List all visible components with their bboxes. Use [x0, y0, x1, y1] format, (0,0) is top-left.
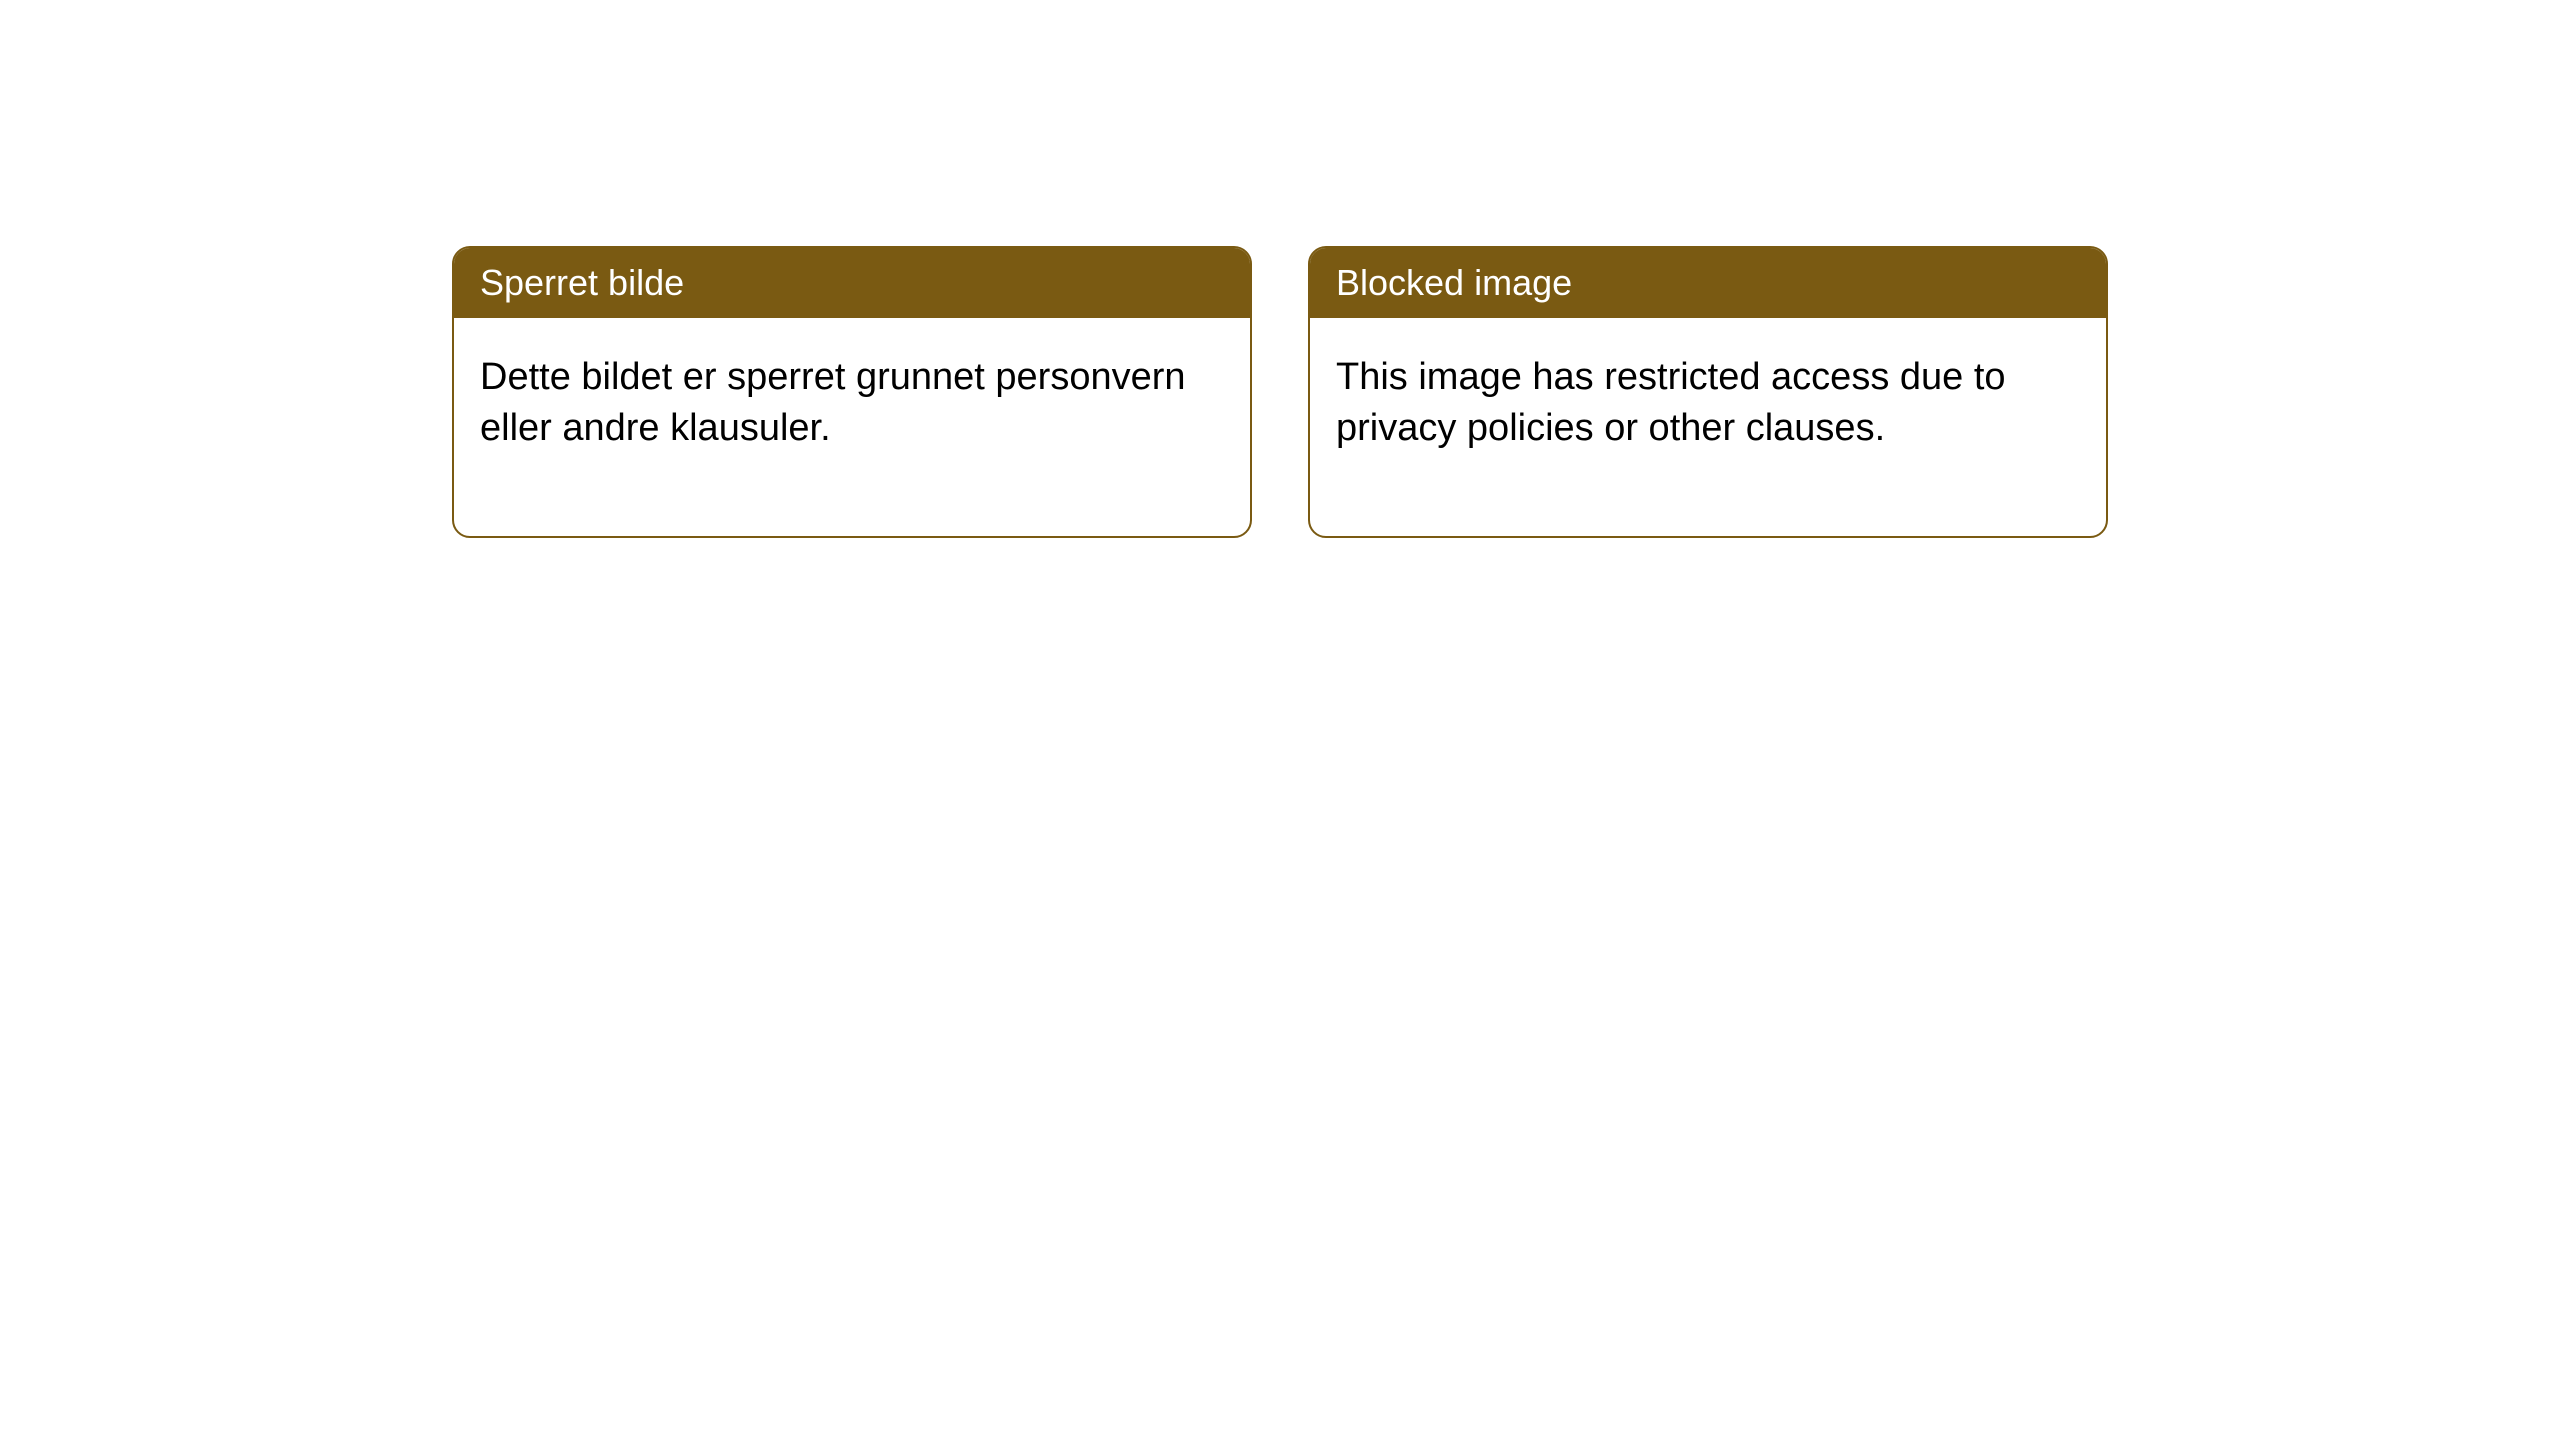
notice-body-english: This image has restricted access due to … — [1310, 318, 2106, 536]
notice-body-norwegian: Dette bildet er sperret grunnet personve… — [454, 318, 1250, 536]
notice-title-english: Blocked image — [1310, 248, 2106, 318]
notice-title-norwegian: Sperret bilde — [454, 248, 1250, 318]
notice-box-english: Blocked image This image has restricted … — [1308, 246, 2108, 538]
notice-container: Sperret bilde Dette bildet er sperret gr… — [0, 0, 2560, 538]
notice-box-norwegian: Sperret bilde Dette bildet er sperret gr… — [452, 246, 1252, 538]
